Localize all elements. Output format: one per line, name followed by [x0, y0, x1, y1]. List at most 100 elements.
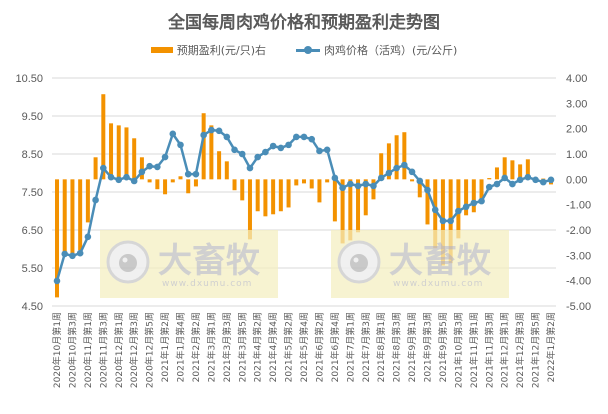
- profit-bar[interactable]: [232, 179, 237, 191]
- price-point[interactable]: [246, 164, 254, 172]
- profit-bar[interactable]: [525, 159, 530, 180]
- price-point[interactable]: [455, 207, 462, 215]
- profit-bar[interactable]: [193, 179, 198, 187]
- profit-bar[interactable]: [394, 135, 399, 180]
- profit-bar[interactable]: [363, 179, 368, 216]
- profit-bar[interactable]: [139, 157, 144, 180]
- price-point[interactable]: [401, 161, 408, 169]
- price-point[interactable]: [138, 168, 146, 176]
- profit-bar[interactable]: [263, 179, 268, 217]
- profit-bar[interactable]: [93, 157, 98, 180]
- profit-bar[interactable]: [170, 179, 175, 183]
- price-point[interactable]: [285, 141, 292, 149]
- profit-bar[interactable]: [433, 179, 438, 249]
- profit-bar[interactable]: [85, 179, 90, 223]
- price-point[interactable]: [316, 147, 323, 155]
- price-point[interactable]: [146, 162, 153, 170]
- profit-bar[interactable]: [255, 179, 260, 212]
- price-point[interactable]: [539, 178, 547, 186]
- profit-bar[interactable]: [186, 179, 191, 194]
- price-point[interactable]: [532, 176, 539, 184]
- profit-bar[interactable]: [487, 178, 492, 180]
- profit-bar[interactable]: [163, 179, 168, 195]
- profit-bar[interactable]: [224, 161, 229, 180]
- price-point[interactable]: [354, 182, 362, 190]
- price-point[interactable]: [416, 177, 424, 185]
- price-point[interactable]: [238, 150, 246, 158]
- price-point[interactable]: [470, 199, 478, 207]
- price-point[interactable]: [115, 176, 123, 184]
- price-point[interactable]: [123, 173, 130, 181]
- profit-bar[interactable]: [340, 179, 345, 244]
- profit-bar[interactable]: [55, 179, 59, 298]
- price-point[interactable]: [447, 217, 454, 225]
- price-point[interactable]: [231, 146, 238, 154]
- price-point[interactable]: [92, 196, 99, 204]
- profit-bar[interactable]: [240, 179, 245, 201]
- profit-bar[interactable]: [325, 179, 330, 183]
- profit-bar[interactable]: [317, 179, 322, 203]
- profit-bar[interactable]: [479, 179, 484, 203]
- price-point[interactable]: [439, 217, 447, 225]
- price-point[interactable]: [362, 180, 370, 188]
- price-point[interactable]: [169, 130, 177, 138]
- profit-bar[interactable]: [332, 179, 337, 222]
- price-point[interactable]: [509, 180, 516, 188]
- price-point[interactable]: [53, 277, 61, 285]
- profit-bar[interactable]: [309, 179, 314, 189]
- price-point[interactable]: [339, 184, 346, 192]
- price-point[interactable]: [84, 233, 92, 241]
- price-point[interactable]: [377, 174, 385, 182]
- price-point[interactable]: [393, 164, 400, 172]
- price-point[interactable]: [331, 174, 339, 182]
- profit-bar[interactable]: [386, 143, 391, 180]
- price-point[interactable]: [308, 135, 316, 143]
- price-point[interactable]: [462, 203, 470, 211]
- profit-bar[interactable]: [271, 179, 276, 215]
- profit-bar[interactable]: [78, 179, 83, 251]
- price-point[interactable]: [208, 126, 215, 134]
- legend-item-profit[interactable]: 预期盈利(元/只)右: [150, 42, 266, 58]
- profit-bar[interactable]: [502, 157, 507, 180]
- price-point[interactable]: [269, 142, 277, 150]
- price-point[interactable]: [76, 249, 84, 257]
- price-point[interactable]: [347, 180, 354, 188]
- price-point[interactable]: [547, 176, 555, 184]
- profit-bar[interactable]: [109, 123, 114, 180]
- price-point[interactable]: [61, 250, 69, 258]
- profit-bar[interactable]: [379, 153, 384, 180]
- profit-bar[interactable]: [410, 179, 415, 182]
- profit-bar[interactable]: [247, 179, 252, 240]
- profit-bar[interactable]: [518, 164, 523, 180]
- profit-bar[interactable]: [62, 179, 67, 254]
- profit-bar[interactable]: [464, 179, 469, 216]
- profit-bar[interactable]: [101, 94, 106, 180]
- profit-bar[interactable]: [286, 179, 291, 208]
- profit-bar[interactable]: [147, 179, 152, 183]
- price-point[interactable]: [254, 153, 261, 161]
- price-point[interactable]: [501, 174, 508, 182]
- price-point[interactable]: [107, 173, 115, 181]
- price-point[interactable]: [100, 164, 107, 172]
- profit-bar[interactable]: [132, 138, 137, 180]
- profit-bar[interactable]: [294, 179, 299, 186]
- price-point[interactable]: [192, 170, 200, 178]
- price-point[interactable]: [200, 131, 207, 139]
- price-point[interactable]: [370, 182, 377, 190]
- price-point[interactable]: [154, 163, 161, 171]
- profit-bar[interactable]: [402, 132, 407, 180]
- profit-bar[interactable]: [471, 179, 476, 213]
- profit-bar[interactable]: [348, 179, 353, 241]
- profit-bar[interactable]: [201, 113, 206, 180]
- profit-bar[interactable]: [417, 179, 422, 198]
- profit-bar[interactable]: [371, 179, 376, 200]
- price-point[interactable]: [292, 133, 300, 141]
- price-point[interactable]: [69, 252, 76, 260]
- profit-bar[interactable]: [209, 125, 214, 180]
- profit-bar[interactable]: [425, 179, 430, 225]
- price-point[interactable]: [524, 173, 532, 181]
- price-point[interactable]: [277, 144, 285, 152]
- legend-item-price[interactable]: 肉鸡价格（活鸡）(元/公斤): [296, 42, 457, 58]
- price-point[interactable]: [385, 169, 393, 177]
- profit-bar[interactable]: [155, 179, 160, 190]
